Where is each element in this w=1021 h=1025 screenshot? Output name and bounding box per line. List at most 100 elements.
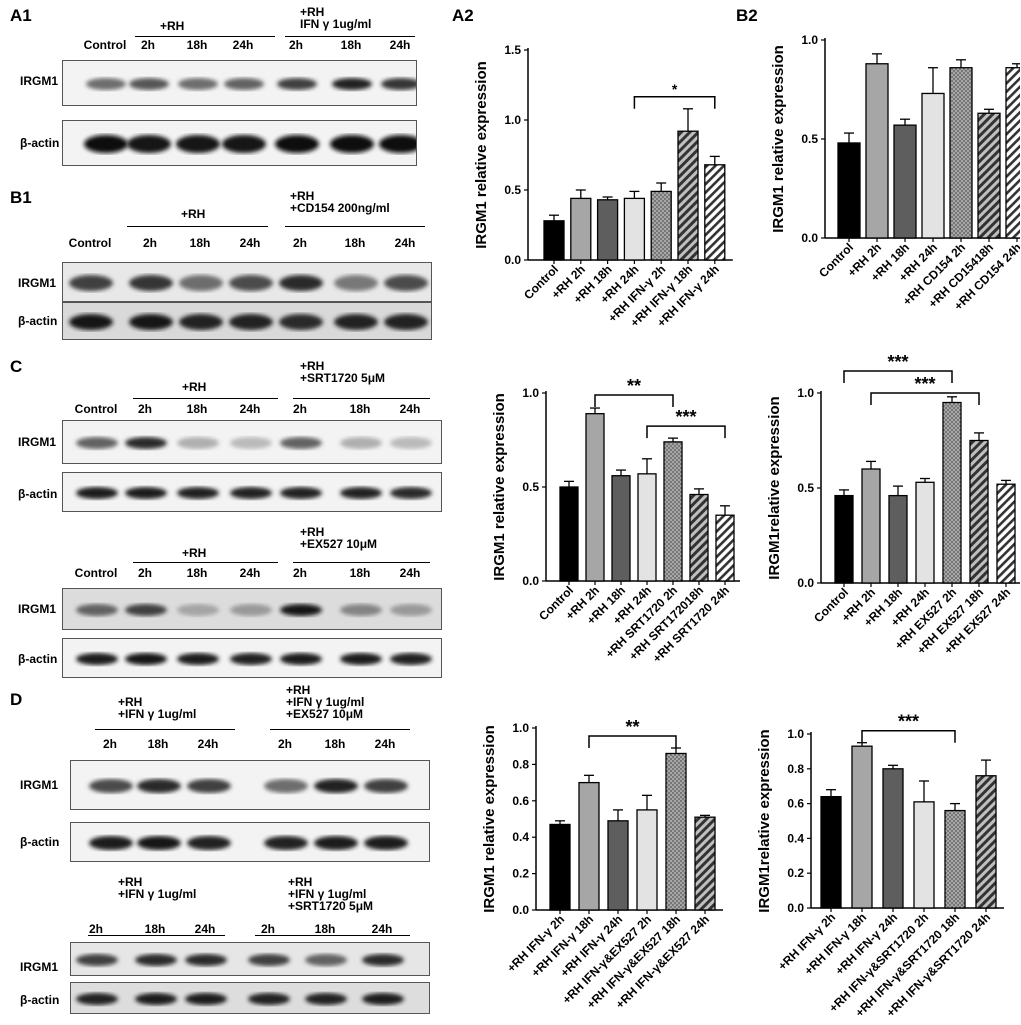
y-tick-label: 0.4 — [787, 831, 804, 845]
bar — [651, 191, 671, 260]
significance-bracket — [634, 97, 714, 109]
protein-band — [279, 275, 323, 291]
lane-label: 24h — [375, 737, 396, 751]
group-underline — [127, 226, 268, 227]
protein-band — [275, 135, 319, 153]
group-heading: +RH +IFN γ 1ug/ml — [118, 876, 196, 900]
lane-label: 24h — [240, 402, 261, 416]
protein-band — [177, 653, 219, 665]
group-underline — [133, 398, 278, 399]
bar — [950, 68, 972, 238]
band-row-label: β-actin — [20, 835, 59, 849]
protein-band — [179, 314, 223, 330]
bar — [695, 817, 715, 910]
protein-band — [76, 653, 118, 665]
lane-label: 18h — [187, 38, 208, 52]
protein-band — [135, 993, 177, 1005]
y-axis-label: IRGM1 relative expression — [481, 725, 498, 913]
bar — [560, 487, 578, 581]
protein-band — [76, 487, 118, 499]
panel-letter: C — [10, 357, 22, 377]
panel-letter: A1 — [10, 6, 32, 26]
panel-letter: B1 — [10, 188, 32, 208]
protein-band — [129, 78, 169, 90]
y-tick-label: 0.5 — [522, 480, 539, 494]
y-tick-label: 0.0 — [512, 903, 529, 917]
band-row-label: IRGM1 — [20, 778, 58, 792]
y-tick-label: 0.0 — [522, 574, 539, 588]
protein-band — [390, 437, 432, 449]
lane-label: 18h — [345, 236, 366, 250]
protein-band — [86, 78, 126, 90]
group-underline — [270, 729, 410, 730]
blot-bands — [63, 639, 442, 678]
lane-label: Control — [84, 38, 127, 52]
protein-band — [177, 604, 219, 616]
bar — [914, 802, 934, 908]
blot-bands — [63, 421, 442, 464]
protein-band — [230, 487, 272, 499]
group-underline — [285, 36, 415, 37]
bar — [835, 496, 853, 583]
y-tick-label: 1.0 — [787, 727, 804, 741]
protein-band — [230, 653, 272, 665]
blot-bands — [63, 303, 432, 340]
lane-label: Control — [75, 566, 118, 580]
bar-chart-C2: 0.0 0.5 1.0 IRGM1relative expression Control… — [735, 355, 1020, 690]
y-tick-label: 0.4 — [512, 830, 529, 844]
bar-chart-B2: 0.0 0.5 1.0 IRGM1 relative expression Contro… — [735, 22, 1020, 357]
protein-band — [390, 487, 432, 499]
western-blot-strip — [62, 588, 442, 630]
protein-band — [340, 437, 382, 449]
protein-band — [129, 275, 173, 291]
bar — [550, 824, 570, 910]
protein-band — [76, 437, 118, 449]
y-tick-label: 1.0 — [522, 386, 539, 400]
group-heading: +RH +CD154 200ng/ml — [290, 190, 390, 214]
protein-band — [129, 314, 173, 330]
chart-svg: 0.00.51.0IRGM1relative expressionControl… — [735, 355, 1020, 685]
lane-label: 2h — [293, 402, 307, 416]
protein-band — [89, 836, 133, 850]
group-heading: +RH — [182, 381, 206, 393]
lane-label: 2h — [141, 38, 155, 52]
lane-label: 24h — [240, 236, 261, 250]
lane-label: 24h — [233, 38, 254, 52]
protein-band — [69, 314, 113, 330]
y-tick-label: 1.0 — [801, 33, 818, 47]
y-tick-label: 0.0 — [797, 576, 814, 590]
protein-band — [314, 779, 358, 793]
y-axis-label: IRGM1 relative expression — [491, 393, 508, 581]
protein-band — [280, 604, 322, 616]
bar — [894, 125, 916, 238]
protein-band — [76, 954, 118, 966]
protein-band — [177, 437, 219, 449]
protein-band — [334, 275, 378, 291]
group-underline — [95, 729, 235, 730]
band-row-label: β-actin — [18, 314, 57, 328]
significance-label: ** — [627, 376, 641, 396]
significance-bracket — [595, 395, 673, 407]
bar — [976, 776, 996, 908]
bar-chart-C1: 0.0 0.5 1.0 IRGM1 relative expression Contro… — [450, 355, 740, 690]
bar — [666, 753, 686, 910]
y-tick-label: 0.5 — [504, 183, 521, 197]
protein-band — [364, 836, 408, 850]
protein-band — [125, 604, 167, 616]
panel-letter: D — [10, 690, 22, 710]
group-heading: +RH — [181, 208, 205, 220]
protein-band — [390, 653, 432, 665]
lane-label: 24h — [390, 38, 411, 52]
bar — [852, 746, 872, 908]
protein-band — [264, 836, 308, 850]
significance-bracket — [589, 736, 676, 748]
lane-label: Control — [75, 402, 118, 416]
lane-label: 18h — [315, 922, 336, 936]
band-row-label: IRGM1 — [18, 602, 56, 616]
protein-band — [280, 437, 322, 449]
protein-band — [84, 135, 128, 153]
y-tick-label: 0.0 — [801, 231, 818, 245]
band-row-label: IRGM1 — [20, 74, 58, 88]
blot-bands — [63, 589, 442, 630]
